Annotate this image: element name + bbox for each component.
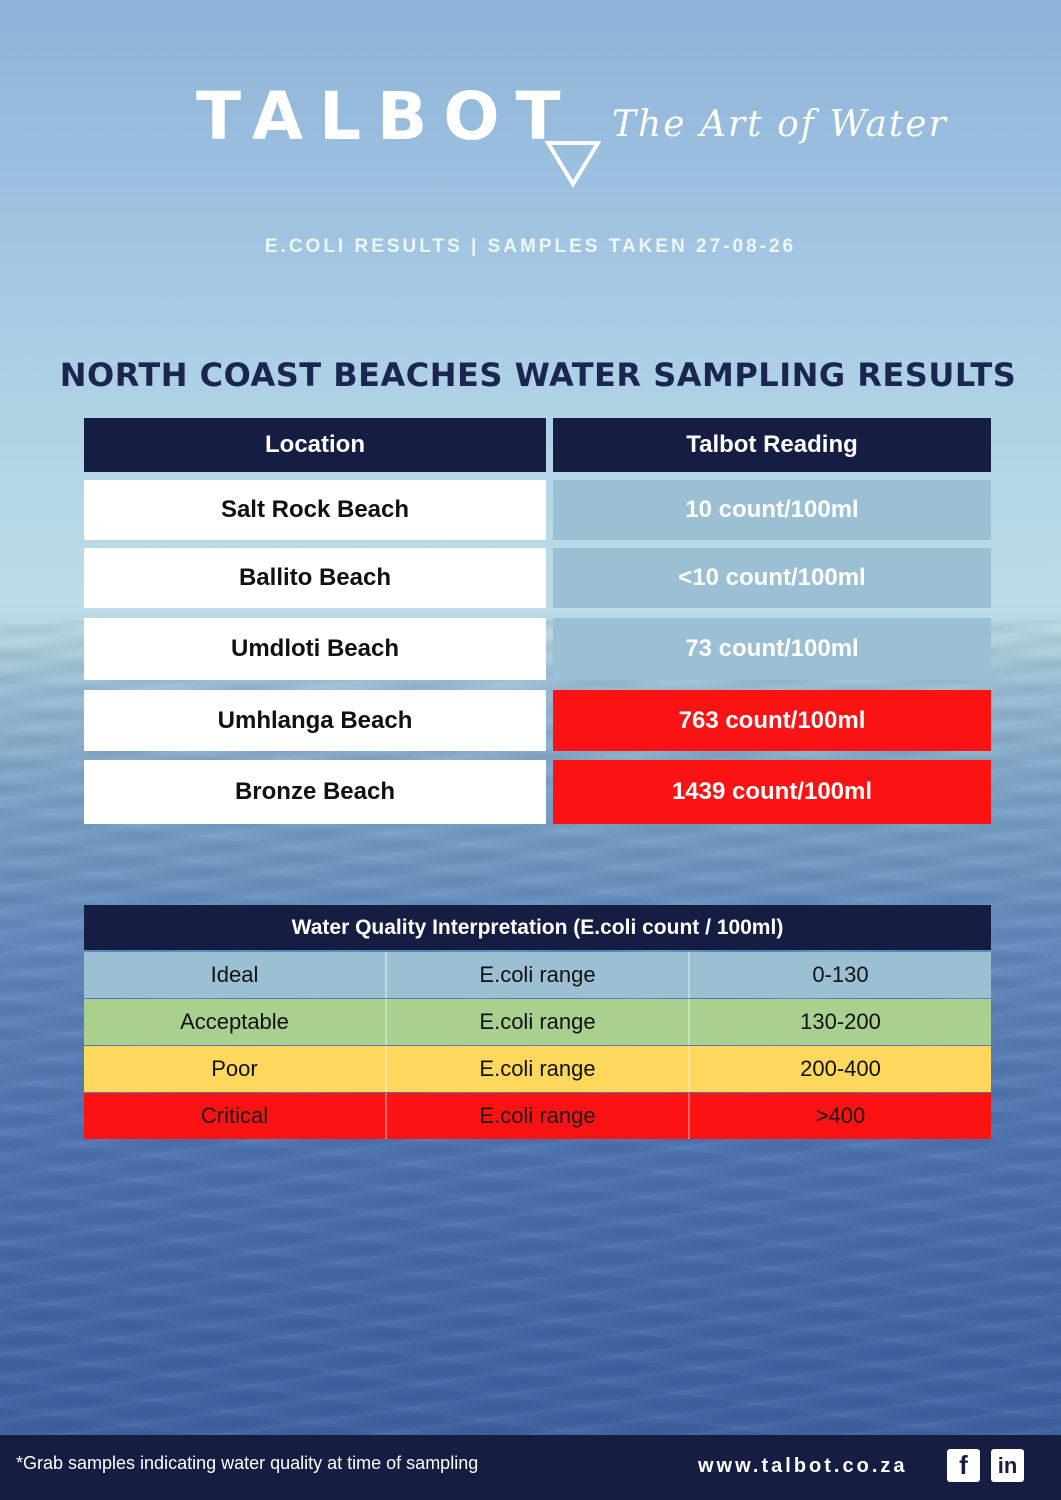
location-cell: Umhlanga Beach <box>84 690 546 751</box>
interpretation-row: Ideal E.coli range 0-130 <box>84 952 991 998</box>
location-cell: Salt Rock Beach <box>84 480 546 540</box>
interpretation-row: Acceptable E.coli range 130-200 <box>84 999 991 1045</box>
reading-cell: <10 count/100ml <box>553 548 991 608</box>
range-label: E.coli range <box>385 952 688 998</box>
reading-cell: 763 count/100ml <box>553 690 991 751</box>
interpretation-title: Water Quality Interpretation (E.coli cou… <box>84 905 991 950</box>
facebook-icon[interactable]: f <box>947 1449 980 1482</box>
range-value: 0-130 <box>688 952 991 998</box>
website-link[interactable]: www.talbot.co.za <box>698 1455 908 1477</box>
triangle-logo-icon <box>545 141 601 188</box>
range-label: E.coli range <box>385 1093 688 1139</box>
brand-tagline: The Art of Water <box>612 104 948 145</box>
reading-cell: 73 count/100ml <box>553 618 991 680</box>
brand-logo: TALBOT <box>196 78 577 155</box>
range-label: E.coli range <box>385 1046 688 1092</box>
footnote: *Grab samples indicating water quality a… <box>16 1453 479 1473</box>
location-cell: Umdloti Beach <box>84 618 546 680</box>
quality-level: Critical <box>84 1093 385 1139</box>
linkedin-icon[interactable]: in <box>991 1449 1024 1482</box>
header-reading: Talbot Reading <box>553 418 991 472</box>
location-cell: Bronze Beach <box>84 760 546 824</box>
quality-level: Acceptable <box>84 999 385 1045</box>
results-subheading: E.COLI RESULTS | SAMPLES TAKEN 27-08-26 <box>264 236 797 257</box>
range-value: >400 <box>688 1093 991 1139</box>
reading-cell: 10 count/100ml <box>553 480 991 540</box>
footer: *Grab samples indicating water quality a… <box>0 1435 1061 1500</box>
quality-level: Poor <box>84 1046 385 1092</box>
range-label: E.coli range <box>385 999 688 1045</box>
quality-level: Ideal <box>84 952 385 998</box>
reading-cell: 1439 count/100ml <box>553 760 991 824</box>
interpretation-row: Critical E.coli range >400 <box>84 1093 991 1139</box>
interpretation-row: Poor E.coli range 200-400 <box>84 1046 991 1092</box>
page-title: NORTH COAST BEACHES WATER SAMPLING RESUL… <box>59 356 1017 394</box>
range-value: 130-200 <box>688 999 991 1045</box>
location-cell: Ballito Beach <box>84 548 546 608</box>
range-value: 200-400 <box>688 1046 991 1092</box>
header-location: Location <box>84 418 546 472</box>
